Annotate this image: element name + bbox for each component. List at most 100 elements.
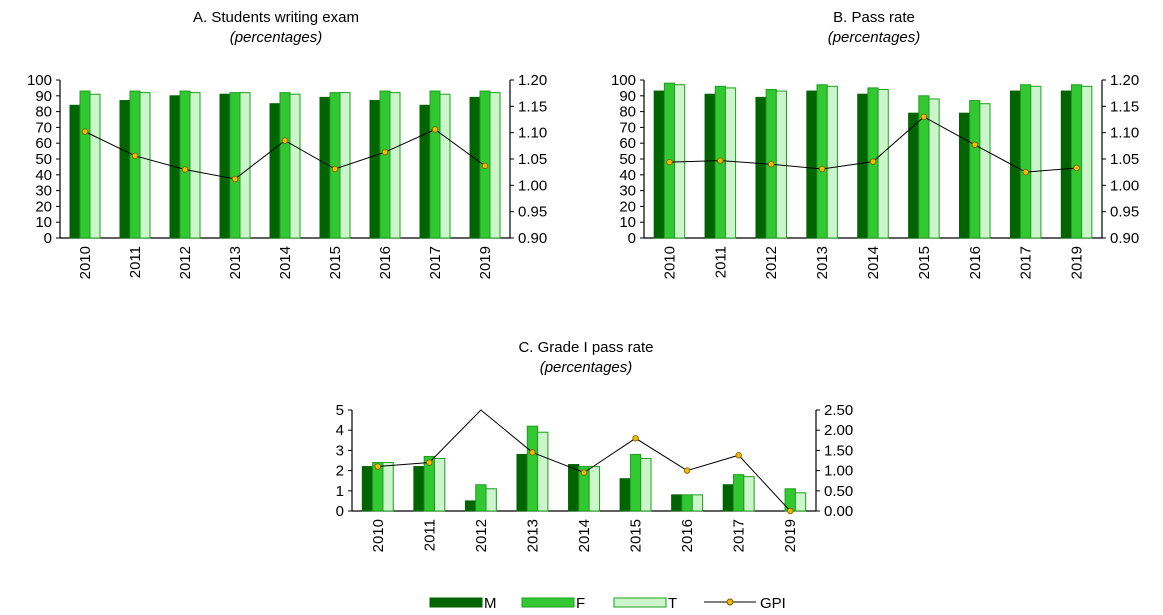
panel-b-bar-m: [755, 96, 767, 239]
panel-b-ytick-label: 20: [619, 198, 636, 215]
panel-c-gpi-point: [632, 435, 639, 442]
panel-a-gpi-point: [231, 175, 239, 183]
panel-c-gpi-point: [374, 463, 381, 470]
panel-c-bar-m: [568, 464, 580, 512]
panel-a-y2tick-label: 0.90: [518, 230, 547, 247]
panel-b-title: B. Pass rate: [833, 9, 915, 26]
panel-b-ytick-label: 10: [619, 214, 636, 231]
panel-a-y2tick-label: 1.15: [518, 98, 547, 115]
panel-a-bar-t: [439, 93, 451, 239]
panel-b-gpi-point: [1073, 164, 1080, 172]
panel-c-ytick-label: 4: [336, 422, 344, 439]
panel-c-plot: 0 1 2 3 4 5 0.00 0.50 1.00 1.50 2.00 2.50 2010 2011 20…: [336, 402, 854, 552]
panel-a-ytick-label: 20: [35, 198, 52, 215]
panel-b: B. Pass rate (percentages) 0102030405060…: [611, 9, 1139, 279]
panel-c-bar-t: [433, 457, 446, 512]
panel-b-y2tick-label: 1.15: [1110, 98, 1139, 115]
panel-a-bar-t: [89, 93, 101, 239]
panel-a-ytick-label: 90: [35, 88, 52, 105]
panel-a-gpi-point: [481, 162, 489, 170]
panel-b-y2tick-label: 1.20: [1110, 72, 1139, 89]
panel-c-bar-f: [629, 453, 642, 512]
panel-a-bar-t: [239, 92, 251, 239]
legend-swatch-t: [613, 597, 667, 608]
panel-a-gpi-point: [331, 165, 339, 173]
panel-b-xtick-label: 2015: [916, 246, 933, 279]
panel-a-y2tick-label: 1.20: [518, 72, 547, 89]
panel-c-y2tick-label: 0.00: [824, 503, 853, 520]
panel-c-xtick-label: 2014: [576, 519, 593, 552]
panel-c-subtitle: (percentages): [540, 359, 633, 376]
panel-c-y2tick-label: 2.00: [824, 422, 853, 439]
panel-c-xtick-label: 2010: [370, 519, 387, 552]
panel-a-subtitle: (percentages): [230, 29, 323, 46]
panel-c-bar-m: [671, 494, 683, 512]
panel-c-bar-m: [722, 484, 735, 512]
panel-c-bar-t: [588, 466, 600, 512]
panel-c-xtick-label: 2016: [679, 519, 696, 552]
panel-b-bar-f: [816, 84, 828, 239]
panel-c-bar-t: [382, 462, 394, 512]
panel-b-bar-m: [908, 112, 920, 239]
legend: M F T GPI: [429, 595, 786, 612]
panel-a-xtick-label: 2012: [177, 246, 194, 279]
panel-b-bar-f: [969, 100, 981, 239]
panel-b-gpi-point: [818, 165, 826, 173]
panel-a-bar-f: [379, 90, 391, 239]
panel-b-gpi-point: [920, 113, 928, 121]
panel-a-ytick-label: 0: [44, 230, 52, 247]
panel-b-bar-t: [1081, 85, 1093, 239]
panel-a-gpi-point: [131, 152, 139, 160]
panel-a-bar-m: [219, 93, 231, 239]
panel-a-y2tick-label: 1.00: [518, 177, 547, 194]
panel-a-bar-m: [69, 104, 81, 239]
legend-marker-gpi: [726, 598, 734, 606]
panel-b-y2tick-label: 1.05: [1110, 151, 1139, 168]
panel-b-xtick-label: 2010: [661, 246, 678, 279]
panel-a-bar-t: [289, 93, 301, 239]
panel-b-gpi-point: [971, 141, 978, 148]
panel-b-ytick-label: 40: [619, 167, 636, 184]
panel-a-xtick-label: 2015: [327, 246, 344, 279]
panel-c-gpi-point: [735, 452, 742, 459]
panel-c-bar-f: [526, 425, 539, 512]
panel-b-xtick-label: 2012: [763, 246, 780, 279]
panel-c-gpi-point: [426, 459, 433, 466]
panel-a-y2tick-label: 1.05: [518, 151, 547, 168]
panel-b-ytick-label: 0: [628, 230, 636, 247]
panel-a-ytick-label: 50: [35, 151, 52, 168]
panel-a-gpi-point: [81, 128, 89, 135]
panel-c-bar-m: [361, 466, 374, 512]
panel-b-bar-m: [857, 93, 869, 239]
panel-b-xtick-label: 2014: [865, 246, 882, 279]
panel-a-ytick-label: 70: [35, 119, 52, 136]
panel-a-ytick-label: 40: [35, 167, 52, 184]
panel-b-y2tick-label: 0.90: [1110, 230, 1139, 247]
panel-b-gpi-point: [1022, 168, 1029, 176]
panel-c-bar-t: [794, 492, 807, 512]
panel-a-bar-m: [119, 100, 131, 239]
panel-b-ytick-label: 70: [619, 119, 636, 136]
panel-a-xtick-label: 2014: [277, 246, 294, 279]
panel-a-title: A. Students writing exam: [193, 9, 359, 26]
panel-b-bar-t: [877, 88, 889, 239]
panel-c-bar-f: [681, 494, 693, 512]
panel-c-xtick-label: 2017: [731, 519, 748, 552]
panel-a-bar-m: [319, 96, 331, 239]
panel-a-bar-m: [369, 100, 381, 239]
panel-c-ytick-label: 3: [336, 442, 344, 459]
panel-a-ytick-label: 30: [35, 183, 52, 200]
panel-b-ytick-label: 50: [619, 151, 636, 168]
panel-b-xtick-label: 2011: [712, 246, 729, 278]
panel-c-bar-m: [619, 478, 631, 512]
panel-b-gpi-point: [869, 158, 877, 165]
legend-label-m: M: [484, 595, 497, 612]
panel-a-xtick-label: 2017: [427, 246, 444, 279]
panel-c-y2tick-label: 1.00: [824, 463, 853, 480]
panel-a-bar-f: [429, 90, 441, 239]
panel-c-bar-t: [691, 494, 704, 512]
panel-a-ytick-label: 100: [27, 72, 52, 89]
panel-c-title: C. Grade I pass rate: [518, 339, 653, 356]
panel-a-bar-t: [139, 92, 151, 239]
